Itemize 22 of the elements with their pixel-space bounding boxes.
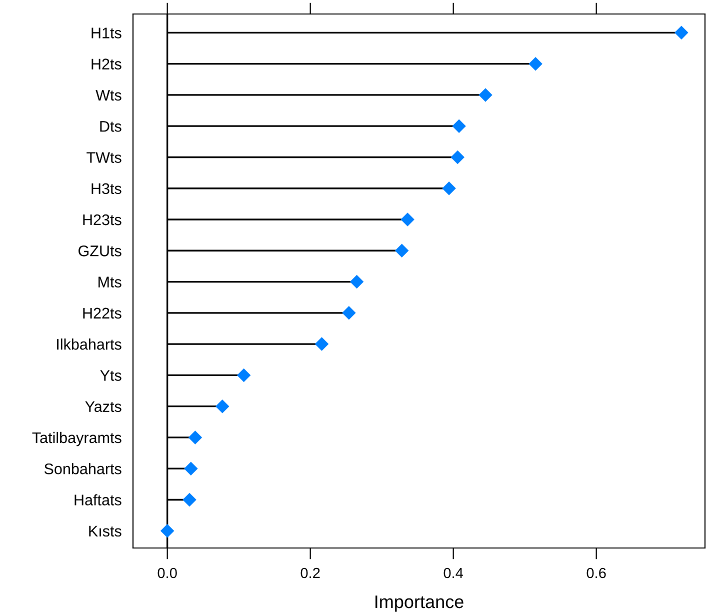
y-tick-label: H1ts — [92, 28, 122, 38]
y-tick-label: H2ts — [92, 58, 122, 70]
y-tick-label: Mts — [98, 276, 122, 288]
y-tick-label: H23ts — [83, 214, 122, 226]
y-tick-label: Tatilbayramts — [32, 432, 122, 446]
y-tick-label: Haftats — [74, 494, 122, 506]
y-tick-label: Dts — [100, 121, 122, 132]
y-tick-label: Yts — [100, 370, 122, 381]
y-tick-label: Yazts — [85, 401, 122, 412]
x-tick-label: 0.2 — [300, 568, 320, 578]
y-tick-label: Kısts — [89, 526, 122, 537]
y-tick-label: H3ts — [92, 183, 122, 194]
x-tick-label: 0.6 — [586, 568, 606, 578]
y-tick-label: GZUts — [78, 246, 122, 256]
y-tick-label: Wts — [96, 90, 122, 101]
x-tick-label: 0.4 — [444, 568, 464, 578]
y-tick-label: H22ts — [83, 308, 122, 319]
y-tick-label: Sonbaharts — [44, 463, 122, 474]
x-tick-label: 0.0 — [158, 568, 177, 578]
y-tick-label: Ilkbaharts — [57, 338, 122, 350]
x-axis-title: Importance — [376, 596, 464, 612]
y-tick-label: TWts — [86, 152, 122, 163]
